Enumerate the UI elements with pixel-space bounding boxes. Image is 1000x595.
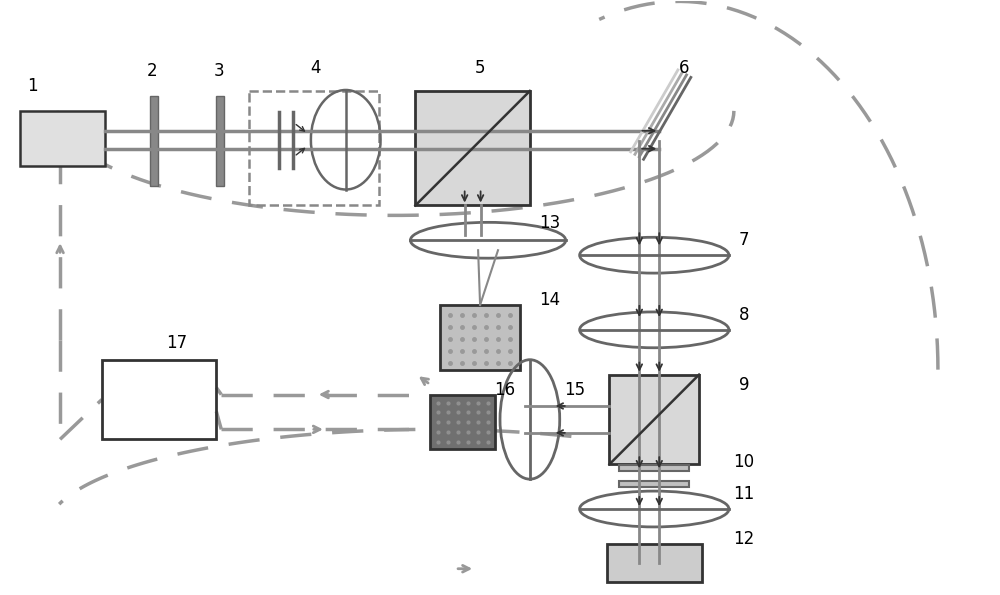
Bar — [216, 96, 224, 186]
Text: 9: 9 — [739, 375, 749, 393]
Bar — [102, 360, 216, 439]
Bar — [619, 465, 689, 471]
Text: 16: 16 — [494, 381, 516, 399]
Bar — [249, 91, 379, 205]
Text: 13: 13 — [539, 214, 560, 232]
Text: 15: 15 — [564, 381, 585, 399]
Text: 2: 2 — [146, 62, 157, 80]
Bar — [619, 481, 689, 487]
Bar — [150, 96, 158, 186]
Text: 10: 10 — [733, 453, 754, 471]
Text: 12: 12 — [733, 530, 754, 548]
Bar — [20, 111, 105, 165]
Text: 3: 3 — [214, 62, 225, 80]
Text: 14: 14 — [539, 291, 560, 309]
Text: 17: 17 — [166, 334, 187, 352]
Text: 7: 7 — [739, 231, 749, 249]
Text: 5: 5 — [475, 59, 485, 77]
Text: 1: 1 — [27, 77, 38, 95]
Bar — [430, 394, 495, 449]
Bar — [440, 305, 520, 369]
Text: 6: 6 — [679, 59, 689, 77]
Text: 4: 4 — [311, 59, 321, 77]
Bar — [415, 91, 530, 205]
Bar — [609, 375, 699, 464]
Text: 8: 8 — [739, 306, 749, 324]
Text: 11: 11 — [733, 485, 754, 503]
Bar — [607, 544, 702, 582]
